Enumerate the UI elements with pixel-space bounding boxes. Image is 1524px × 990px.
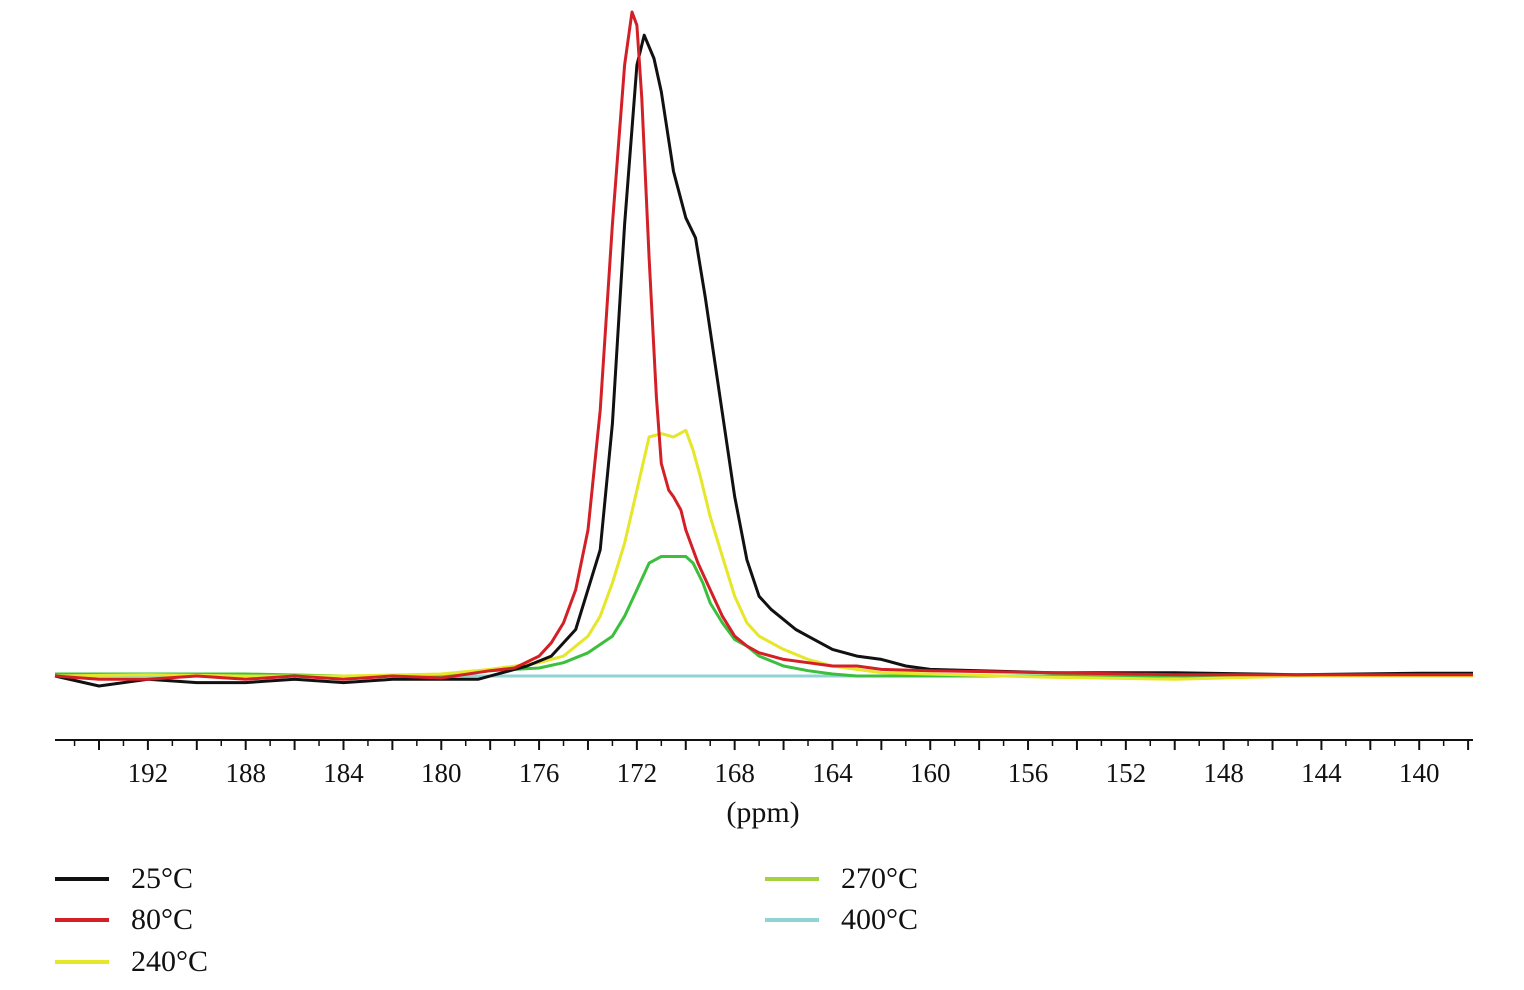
legend-swatch-80c — [55, 918, 109, 922]
legend-item-80c: 80°C — [55, 900, 193, 940]
x-tick-label: 144 — [1301, 758, 1342, 788]
legend-label-80c: 80°C — [131, 903, 194, 936]
legend-swatch-25c — [55, 877, 109, 881]
legend-item-25c: 25°C — [55, 859, 193, 899]
x-axis-title: (ppm) — [726, 796, 799, 829]
legend-label-270c: 270°C — [841, 862, 919, 895]
x-tick-label: 148 — [1203, 758, 1244, 788]
legend-swatch-240c — [55, 960, 109, 964]
x-tick-label: 160 — [910, 758, 951, 788]
x-tick-label: 172 — [617, 758, 658, 788]
legend-label-400c: 400°C — [841, 903, 919, 936]
x-tick-label: 140 — [1399, 758, 1440, 788]
legend-item-270c: 270°C — [765, 859, 918, 899]
x-tick-label: 180 — [421, 758, 462, 788]
series-line-80c — [54, 10, 1473, 681]
x-tick-label: 156 — [1008, 758, 1049, 788]
x-axis-ticks: 192 188 184 180 176 172 168 164 160 156 152 148 144 1… — [73, 740, 1470, 788]
series-layer — [54, 10, 1473, 688]
legend-item-400c: 400°C — [765, 900, 918, 940]
x-tick-label: 188 — [225, 758, 266, 788]
legend-item-240c: 240°C — [55, 942, 208, 982]
legend-label-240c: 240°C — [131, 945, 209, 978]
series-line-25c — [54, 33, 1473, 688]
legend-swatch-270c — [765, 877, 819, 881]
legend-swatch-400c — [765, 918, 819, 922]
x-tick-label: 192 — [128, 758, 169, 788]
x-tick-label: 152 — [1106, 758, 1147, 788]
x-tick-label: 168 — [714, 758, 755, 788]
x-tick-label: 184 — [323, 758, 364, 788]
x-tick-label: 164 — [812, 758, 853, 788]
x-tick-label: 176 — [519, 758, 560, 788]
legend-label-25c: 25°C — [131, 862, 194, 895]
